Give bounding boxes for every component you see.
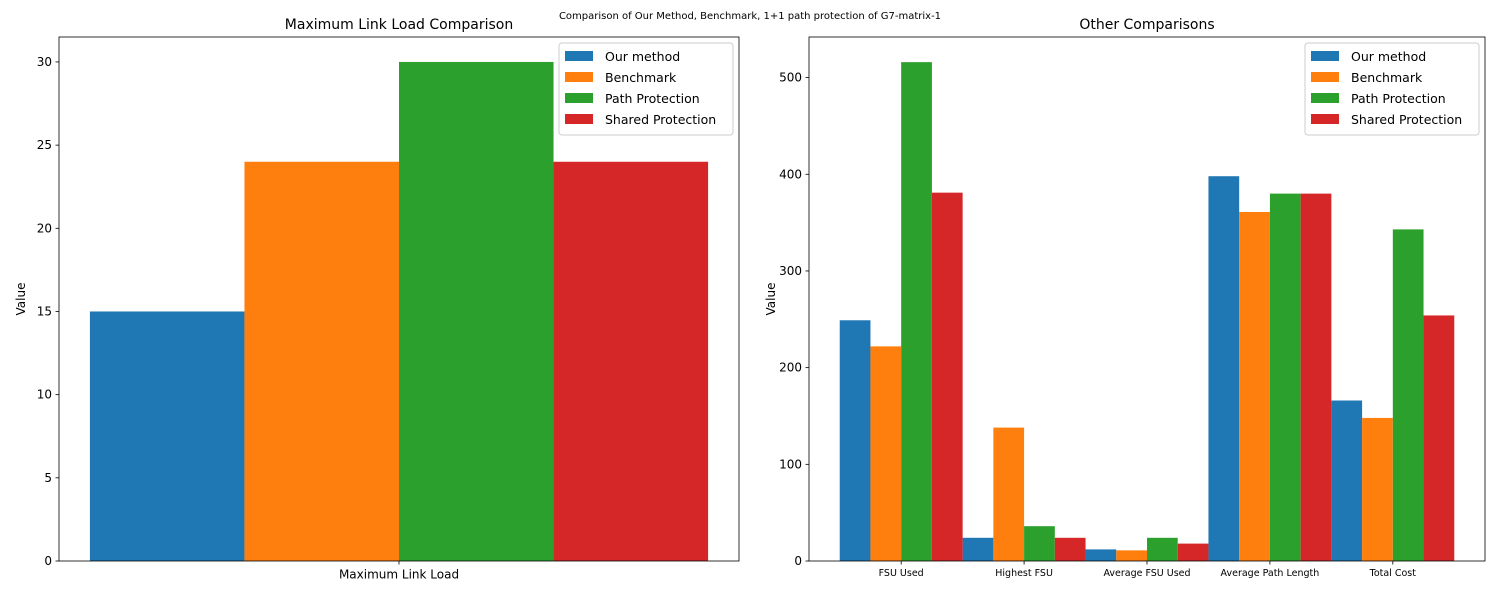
legend-label-path-protection: Path Protection [1351,91,1446,106]
bar-path-protection-0 [901,62,932,561]
y-axis-label: Value [14,283,28,316]
bar-path-protection-2 [1147,537,1178,561]
y-tick-label: 500 [779,71,802,85]
x-tick-label: Average Path Length [1221,568,1320,579]
legend-swatch-path-protection [1311,93,1339,103]
bar-our-method-4 [1331,400,1363,561]
bar-benchmark-0 [244,161,399,561]
y-tick-label: 0 [794,554,802,568]
chart-title: Other Comparisons [1079,17,1214,33]
legend-label-shared-protection: Shared Protection [605,112,716,127]
x-tick-label: Maximum Link Load [339,568,459,582]
figure-suptitle: Comparison of Our Method, Benchmark, 1+1… [559,11,941,22]
bar-shared-protection-4 [1423,315,1455,561]
y-tick-label: 20 [37,221,52,235]
legend-box [558,42,734,136]
bar-benchmark-4 [1362,417,1393,561]
y-tick-label: 10 [37,388,52,402]
legend-swatch-our-method [565,51,593,61]
bar-shared-protection-2 [1177,543,1209,561]
y-tick-label: 5 [44,471,52,485]
y-tick-label: 100 [779,457,802,471]
y-tick-label: 300 [779,264,802,278]
y-axis-label: Value [764,283,778,316]
bar-path-protection-0 [399,61,554,561]
y-tick-label: 15 [37,304,52,318]
y-tick-label: 0 [44,554,52,568]
bar-shared-protection-1 [1054,537,1086,561]
x-tick-label: FSU Used [879,568,924,579]
y-tick-label: 200 [779,361,802,375]
legend-swatch-benchmark [1311,72,1339,82]
legend-swatch-path-protection [565,93,593,103]
bar-benchmark-0 [870,346,902,561]
legend-label-our-method: Our method [1351,49,1426,64]
x-tick-label: Total Cost [1369,568,1417,579]
bar-benchmark-2 [1116,550,1147,561]
x-tick-label: Average FSU Used [1103,568,1190,579]
legend-label-our-method: Our method [605,49,680,64]
bar-path-protection-4 [1392,229,1424,561]
bar-shared-protection-0 [931,192,963,561]
chart-title: Maximum Link Load Comparison [285,17,513,33]
legend-label-path-protection: Path Protection [605,91,700,106]
legend-box [1304,42,1480,136]
y-tick-label: 30 [37,55,52,69]
y-tick-label: 400 [779,167,802,181]
bar-our-method-2 [1085,549,1117,561]
bar-path-protection-1 [1024,526,1055,561]
legend-swatch-benchmark [565,72,593,82]
bar-our-method-1 [962,537,994,561]
legend-swatch-shared-protection [1311,114,1339,124]
chart-max-link-load: Maximum Link Load Comparison 0 5 10 15 20 25 30… [14,17,740,582]
bar-shared-protection-3 [1300,193,1332,561]
bar-benchmark-3 [1239,211,1270,561]
y-tick-label: 25 [37,138,52,152]
legend-label-benchmark: Benchmark [1351,70,1423,85]
x-tick-label: Highest FSU [995,568,1053,579]
bar-path-protection-3 [1269,193,1301,561]
legend-swatch-our-method [1311,51,1339,61]
bar-our-method-0 [89,311,245,561]
legend-label-shared-protection: Shared Protection [1351,112,1462,127]
bar-our-method-0 [839,320,871,561]
legend-swatch-shared-protection [565,114,593,124]
bar-our-method-3 [1208,176,1240,561]
bar-benchmark-1 [993,427,1025,561]
legend-label-benchmark: Benchmark [605,70,677,85]
chart-other-comparisons: Other Comparisons 0 100 200 300 400 500 FSU Use… [764,17,1486,579]
bar-shared-protection-0 [553,161,709,561]
